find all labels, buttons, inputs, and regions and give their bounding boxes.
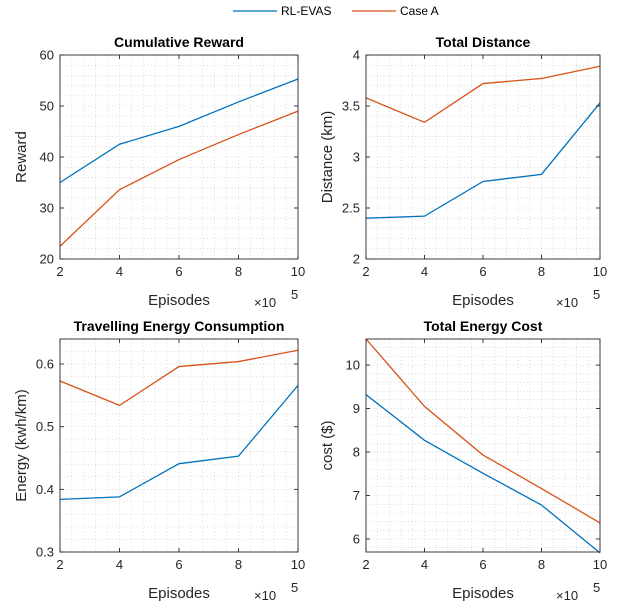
x-multiplier-label: ×10 [254,588,276,603]
y-tick-label: 0.3 [36,545,54,560]
series-line-rl-evas [59,78,299,184]
series-line-case-a [365,65,601,124]
y-tick-label: 50 [40,99,54,114]
grid [366,55,600,259]
x-tick-label: 6 [175,264,182,279]
y-tick-label: 20 [40,252,54,267]
x-tick-label: 8 [538,264,545,279]
y-tick-label: 6 [353,531,360,546]
x-tick-label: 6 [175,557,182,572]
x-tick-label: 8 [538,557,545,572]
x-tick-label: 2 [362,557,369,572]
y-tick-label: 2.5 [342,201,360,216]
x-tick-label: 2 [362,264,369,279]
y-tick-label: 2 [353,252,360,267]
chart-title: Travelling Energy Consumption [74,318,285,334]
x-tick-label: 10 [593,264,607,279]
y-tick-label: 9 [353,401,360,416]
y-tick-label: 0.4 [36,482,54,497]
x-multiplier-exponent: 5 [593,580,600,595]
y-axis-label: Reward [13,131,30,183]
x-multiplier-exponent: 5 [291,287,298,302]
y-axis-label: Distance (km) [319,111,336,204]
y-tick-label: 60 [40,48,54,63]
y-tick-label: 4 [353,48,360,63]
y-tick-label: 3 [353,150,360,165]
x-tick-label: 2 [56,557,63,572]
legend: RL-EVAS Case A [229,0,466,22]
x-axis-label: Episodes [148,292,210,309]
x-tick-label: 8 [235,557,242,572]
y-axis-label: Energy (kwh/km) [13,389,30,502]
x-multiplier-exponent: 5 [593,287,600,302]
x-tick-label: 8 [235,264,242,279]
grid [60,55,298,259]
x-tick-label: 6 [479,557,486,572]
legend-box [229,0,466,22]
y-tick-label: 40 [40,150,54,165]
series-line-case-a [59,349,299,407]
chart-panel-4: 2 4 6 8 10 6 7 8 9 10 Total Energy Cost Episodes cos… [319,318,607,603]
series-line-rl-evas [365,102,601,219]
y-tick-label: 30 [40,201,54,216]
x-tick-label: 10 [291,557,305,572]
series-line-case-a [59,110,299,247]
y-tick-label: 10 [346,358,360,373]
x-axis-label: Episodes [452,292,514,309]
x-tick-label: 6 [479,264,486,279]
x-axis-label: Episodes [452,585,514,602]
x-tick-label: 4 [116,557,123,572]
y-tick-label: 0.5 [36,419,54,434]
x-tick-label: 10 [593,557,607,572]
chart-panel-1: 2 4 6 8 10 20 30 40 50 60 Cumulative Reward Episode… [13,34,305,310]
legend-label-case-a: Case A [400,4,439,18]
x-tick-label: 10 [291,264,305,279]
chart-panel-2: 2 4 6 8 10 2 2.5 3 3.5 4 Total Distance Episodes Dis… [319,34,607,310]
x-multiplier-label: ×10 [254,295,276,310]
y-axis-label: cost ($) [319,420,336,470]
series-line-case-a [365,338,601,524]
x-tick-label: 4 [421,557,428,572]
y-tick-label: 0.6 [36,357,54,372]
chart-title: Total Energy Cost [424,318,543,334]
x-multiplier-exponent: 5 [291,580,298,595]
x-tick-label: 4 [116,264,123,279]
x-multiplier-label: ×10 [556,588,578,603]
x-tick-label: 4 [421,264,428,279]
y-tick-label: 7 [353,488,360,503]
series-line-rl-evas [59,384,299,501]
series-line-rl-evas [365,394,601,554]
x-axis-label: Episodes [148,585,210,602]
chart-title: Total Distance [436,34,531,50]
y-tick-label: 3.5 [342,99,360,114]
y-tick-label: 8 [353,445,360,460]
x-multiplier-label: ×10 [556,295,578,310]
chart-panel-3: 2 4 6 8 10 0.3 0.4 0.5 0.6 Travelling Energy Cons… [13,318,305,603]
x-tick-label: 2 [56,264,63,279]
legend-label-rl-evas: RL-EVAS [281,4,331,18]
grid [366,339,600,552]
chart-title: Cumulative Reward [114,34,244,50]
